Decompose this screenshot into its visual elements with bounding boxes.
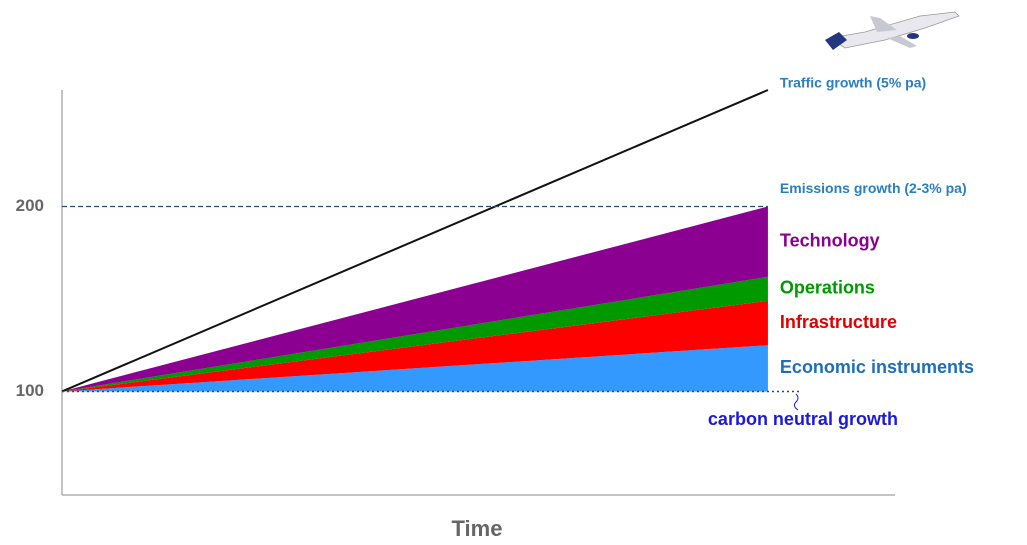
airplane-icon [825, 12, 959, 50]
reference-label: carbon neutral growth [708, 409, 898, 429]
pointer-mark [794, 394, 798, 410]
series-label: Traffic growth (5% pa) [780, 75, 926, 91]
series-label: Technology [780, 230, 880, 250]
series-label: Economic instruments [780, 357, 974, 377]
reference-label: Emissions growth (2-3% pa) [780, 180, 967, 196]
chart: Time 100 200 Emissions growth (2-3% pa) car… [0, 0, 1027, 545]
y-tick-label: 200 [16, 196, 44, 215]
y-tick-label: 100 [16, 381, 44, 400]
series-label: Infrastructure [780, 312, 897, 332]
series-label: Operations [780, 278, 875, 298]
x-axis-label: Time [452, 516, 503, 541]
